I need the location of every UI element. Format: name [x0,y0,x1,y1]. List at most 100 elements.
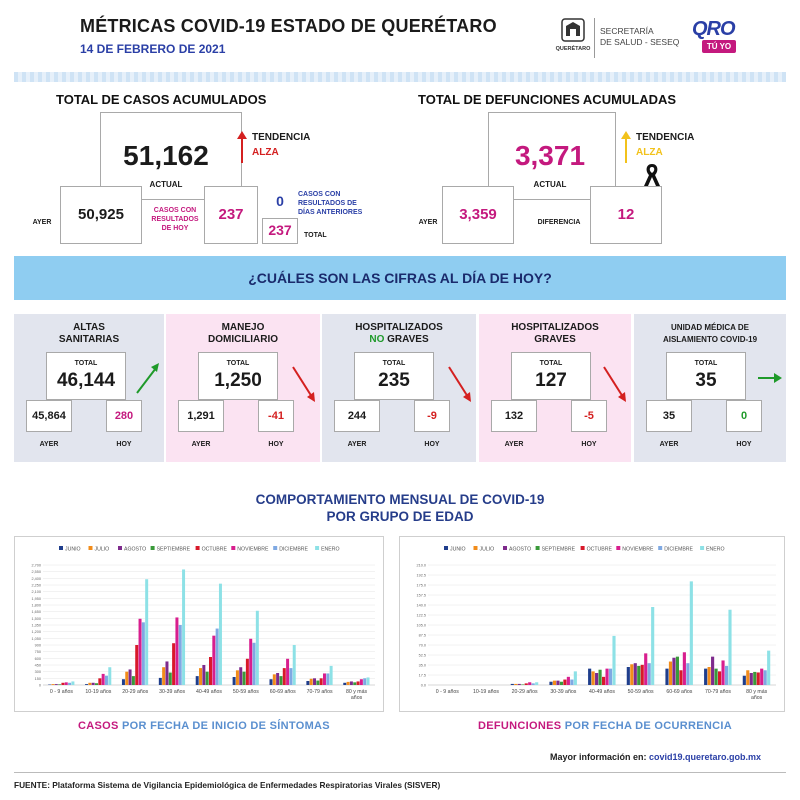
card-ayer-value: 244 [347,410,367,422]
defunciones-actual-value: 3,371 [514,140,586,171]
card-hoy-label: HOY [268,441,284,448]
defunciones-chart: JUNIO JULIO AGOSTO SEPTIEMBRE OCTUBRE NOVIEMB… [399,536,785,712]
legend-label: JULIO [480,547,495,553]
card-title-line2: SANITARIAS [58,334,120,345]
legend-label: JUNIO [65,547,81,553]
casos-total-value: 237 [268,222,292,238]
bar [535,682,539,685]
y-tick-label: 300 [35,670,41,674]
x-tick-label: 80 y más [346,689,367,695]
bar [88,682,92,685]
x-tick-label: 0 - 9 años [436,689,459,695]
casos-chart-svg: JUNIO JULIO AGOSTO SEPTIEMBRE OCTUBRE NOVIEMB… [31,546,375,701]
today-card-1: MANEJO DOMICILIARIO TOTAL 1,250 1,291 -4… [166,314,320,462]
defunciones-actual-box [488,112,616,200]
bar [235,670,239,685]
card-hoy-box [571,400,607,432]
x-tick-label: 70-79 años [705,689,731,695]
legend-label: AGOSTO [509,547,531,553]
bar [359,679,363,685]
bar [279,676,283,685]
card-title-line1: MANEJO [221,322,265,333]
header-rule [14,72,786,82]
card-hoy-label: HOY [581,441,597,448]
defunciones-ayer-label: AYER [418,219,438,226]
bar [637,665,641,685]
y-tick-label: 2,700 [31,564,41,568]
legend-swatch [88,546,93,550]
card-total-value: 127 [535,370,567,391]
bar [707,667,711,685]
y-tick-label: 1,650 [31,610,41,614]
bar [570,679,574,685]
bar [763,670,767,685]
card-title-line2: DOMICILIARIO [208,334,278,345]
card-title: ALTAS SANITARIAS [14,322,164,346]
bar [272,674,276,685]
bar [346,681,350,685]
bar [255,610,259,685]
legend-label: ENERO [321,547,339,553]
defunciones-ayer-value: 3,359 [459,206,497,223]
bar [202,665,206,685]
queretaro-seal-logo: QUERÉTARO [556,16,590,56]
secretaria-line2: DE SALUD - SESEQ [600,37,680,47]
card-ayer-box [646,400,692,432]
bar [51,684,55,685]
x-tick-label: 50-59 años [628,689,654,695]
bar [61,682,65,685]
y-tick-label: 210.0 [416,564,426,568]
more-info-link[interactable]: covid19.queretaro.gob.mx [649,752,762,762]
x-tick-label: 70-79 años [307,689,333,695]
x-tick-label: 30-39 años [159,689,185,695]
card-title-no: NO [369,334,385,345]
bar [58,684,62,685]
report-date: 14 DE FEBRERO DE 2021 [80,42,226,56]
today-card-0: ALTAS SANITARIAS TOTAL 46,144 45,864 280… [14,314,164,462]
bar [165,661,169,685]
card-title: HOSPITALIZADOS GRAVES [479,322,631,346]
card-ayer-label: AYER [504,441,524,448]
card-total-box [198,352,278,400]
x-tick-label: 0 - 9 años [50,689,73,695]
card-total-box [354,352,434,400]
casos-hoy-box [204,186,258,244]
card-total-label: TOTAL [694,360,718,367]
bar [521,684,525,685]
y-tick-label: 192.5 [416,574,426,578]
today-banner-text: ¿CUÁLES SON LAS CIFRAS AL DÍA DE HOY? [248,270,552,286]
bar [178,625,182,685]
casos-anteriores-value: 0 [276,193,284,209]
bar [131,676,135,685]
bar [612,635,616,685]
bar [195,676,199,685]
casos-heading: TOTAL DE CASOS ACUMULADOS [56,92,267,107]
x-tick-label: 20-29 años [122,689,148,695]
today-banner: ¿CUÁLES SON LAS CIFRAS AL DÍA DE HOY? [14,256,786,300]
x-tick-label: 50-59 años [233,689,259,695]
defunciones-ayer-box [442,186,514,244]
bar [326,673,330,685]
card-ayer-label: AYER [39,441,59,448]
bar [640,664,644,685]
bar [95,683,99,685]
casos-ayer-value-text: 50,925 [78,206,124,223]
bar [724,665,729,685]
bar [514,683,518,685]
legend-label: NOVIEMBRE [622,547,654,553]
bar [309,678,313,685]
defunciones-tendencia-label: TENDENCIA [636,132,695,143]
legend-label: OCTUBRE [587,547,613,553]
card-hoy-box [414,400,450,432]
bar [528,682,532,685]
bar [125,671,129,685]
card-ayer-value: 1,291 [187,410,215,422]
bar [252,642,256,685]
bar [168,672,172,685]
card-title-line1: HOSPITALIZADOS [355,322,443,333]
bar [172,643,176,685]
y-tick-label: 1,800 [31,604,41,608]
card-hoy-value: 280 [114,410,134,422]
y-tick-label: 0.0 [421,684,426,688]
y-tick-label: 2,550 [31,570,41,574]
